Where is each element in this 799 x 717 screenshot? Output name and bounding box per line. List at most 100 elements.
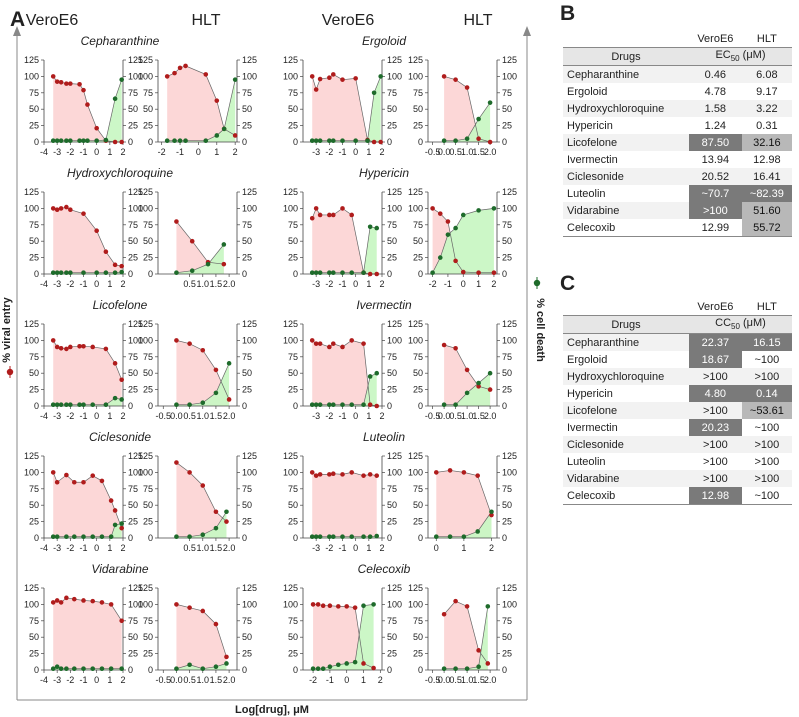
entry-point (352, 605, 358, 610)
entry-point (335, 604, 341, 609)
death-point (71, 534, 77, 539)
entry-point (50, 470, 56, 475)
y-tick-label: 50 (288, 368, 298, 378)
death-point (476, 380, 481, 386)
x-tick-label: 0 (461, 279, 466, 289)
death-area (312, 226, 377, 274)
death-point (58, 270, 64, 275)
veroe6-value: >100 (702, 455, 728, 468)
y-tick-label: 125 (138, 319, 153, 329)
x-tick-label: 0 (94, 411, 99, 421)
y-tick-label: 0 (502, 533, 507, 543)
x-tick-label: 1 (366, 147, 371, 157)
x-tick-label: 1.0 (461, 411, 474, 421)
entry-point (187, 341, 192, 346)
y-tick-label: 100 (128, 203, 143, 213)
death-point (349, 402, 355, 407)
entry-point (174, 219, 179, 224)
y-tick-label: 50 (143, 104, 153, 114)
y-tick-label: 75 (387, 484, 397, 494)
y-tick-label: 25 (288, 121, 298, 131)
y-tick-label: 100 (242, 599, 257, 609)
table-row: Luteolin >100 >100 (563, 453, 792, 470)
metric-main: EC (715, 49, 731, 62)
entry-point (200, 347, 206, 353)
drug-name: Hydroxychloroquine (567, 370, 665, 383)
entry-fit-line (311, 74, 381, 143)
hlt-value: ~82.39 (741, 185, 792, 202)
x-tick-label: 0 (434, 543, 439, 553)
y-tick-label: 75 (413, 88, 423, 98)
entry-point (433, 470, 439, 475)
entry-point (367, 402, 373, 407)
entry-point (64, 204, 69, 210)
column-header: HLT (463, 12, 492, 29)
hlt-value: 9.17 (756, 85, 778, 98)
y-tick-label: 75 (128, 220, 138, 230)
death-point (54, 664, 60, 670)
x-tick-label: 1 (107, 411, 112, 421)
y-tick-label: 75 (502, 220, 512, 230)
hlt-value: >100 (754, 455, 780, 468)
y-tick-label: 50 (502, 368, 512, 378)
table-row: Ivermectin 20.23 ~100 (563, 419, 792, 436)
entry-point (340, 472, 345, 477)
entry-point (58, 206, 64, 211)
header-hlt: HLT (756, 300, 777, 313)
death-point (112, 522, 118, 528)
drug-title: Hydroxychloroquine (67, 166, 173, 180)
death-point (327, 138, 332, 143)
y-tick-label: 50 (413, 104, 423, 114)
death-point (94, 270, 99, 275)
veroe6-value: 4.78 (704, 85, 727, 98)
death-point (103, 270, 109, 275)
entry-point (361, 473, 366, 478)
death-point (445, 232, 451, 237)
death-point (50, 402, 56, 407)
y-tick-label: 100 (387, 467, 402, 477)
entry-point (441, 611, 447, 617)
y-tick-label: 50 (143, 236, 153, 246)
y-tick-label: 125 (502, 451, 517, 461)
entry-point (50, 74, 56, 79)
x-tick-label: 1.5 (210, 675, 223, 685)
hlt-value: >100 (754, 472, 780, 485)
y-tick-label: 75 (413, 616, 423, 626)
x-tick-label: 2 (379, 279, 384, 289)
subplot-luteolin-veroe6: Luteolin 0 0 25 25 50 50 75 75 100 100 125 125 -3 -2 -1… (283, 430, 405, 553)
entry-area (53, 472, 122, 538)
hlt-value: 32.16 (741, 134, 792, 151)
x-tick-label: 0.0 (438, 675, 451, 685)
entry-point (164, 74, 170, 79)
death-point (441, 402, 447, 407)
entry-point (68, 81, 73, 86)
y-tick-label: 0 (387, 137, 392, 147)
y-tick-label: 100 (24, 71, 39, 81)
entry-point (476, 136, 481, 142)
y-tick-label: 25 (502, 385, 512, 395)
entry-point (374, 271, 380, 277)
y-tick-label: 25 (29, 649, 39, 659)
x-tick-label: -1 (79, 543, 87, 553)
drug-name: Ivermectin (567, 421, 618, 434)
death-point (50, 270, 56, 275)
death-point (187, 534, 192, 539)
death-point (203, 138, 209, 143)
subplot-ivermectin-veroe6: Ivermectin 0 0 25 25 50 50 75 75 100 100 125 125 -3 -2… (283, 298, 412, 421)
x-tick-label: 0 (196, 147, 201, 157)
y-tick-label: 25 (242, 253, 252, 263)
death-point (378, 74, 383, 79)
entry-point (177, 65, 183, 71)
x-tick-label: -4 (40, 279, 48, 289)
entry-point (485, 661, 491, 666)
y-tick-label: 0 (418, 137, 423, 147)
entry-fit-line (311, 207, 377, 275)
hlt-value: 6.08 (756, 68, 778, 81)
death-point (71, 666, 77, 671)
x-tick-label: 2 (120, 543, 125, 553)
hlt-value: 0.31 (756, 119, 778, 132)
veroe6-value: ~70.7 (688, 185, 742, 202)
entry-point (475, 473, 480, 478)
table-row: Hypericin 4.80 0.14 (563, 385, 792, 402)
death-area (432, 208, 494, 274)
